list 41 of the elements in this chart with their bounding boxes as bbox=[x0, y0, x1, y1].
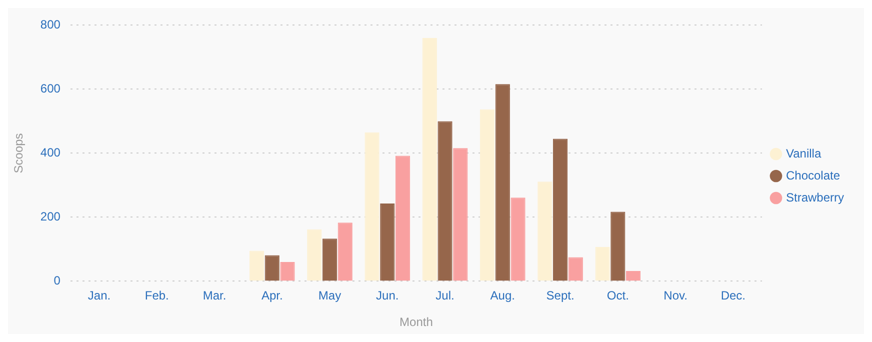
bar bbox=[610, 212, 626, 281]
x-tick-label: Jan. bbox=[88, 288, 111, 303]
x-tick-label: Jun. bbox=[376, 288, 399, 303]
y-axis-title: Scoops bbox=[12, 133, 26, 174]
bar bbox=[595, 246, 610, 281]
bar bbox=[495, 84, 510, 281]
x-tick-label: Mar. bbox=[202, 288, 226, 303]
x-tick-label: May bbox=[318, 288, 342, 303]
bar bbox=[364, 132, 380, 281]
bar bbox=[307, 229, 322, 281]
bar bbox=[422, 38, 437, 281]
bar bbox=[438, 121, 452, 281]
x-tick-label: Jul. bbox=[436, 288, 454, 303]
y-tick-label: 200 bbox=[40, 210, 61, 224]
x-tick-label: Aug. bbox=[490, 288, 515, 303]
y-tick-label: 400 bbox=[40, 146, 61, 160]
y-tick-label: 800 bbox=[40, 18, 61, 32]
x-tick-label: Dec. bbox=[720, 288, 746, 303]
x-tick-label: Sept. bbox=[546, 288, 574, 303]
bar bbox=[322, 238, 338, 281]
bar bbox=[338, 222, 352, 281]
bar bbox=[264, 255, 280, 281]
legend-label: Strawberry bbox=[786, 190, 844, 204]
legend-label: Vanilla bbox=[786, 146, 822, 160]
bar bbox=[510, 198, 526, 281]
x-tick-label: Oct. bbox=[606, 288, 629, 303]
legend-label: Chocolate bbox=[786, 168, 840, 182]
x-axis-title: Month bbox=[400, 315, 433, 330]
bar bbox=[453, 148, 468, 281]
x-tick-label: Feb. bbox=[144, 288, 169, 303]
bar bbox=[249, 250, 264, 281]
bar bbox=[538, 182, 552, 281]
bar bbox=[552, 138, 568, 281]
bar bbox=[380, 203, 395, 281]
y-tick-label: 600 bbox=[40, 82, 61, 96]
x-tick-label: Nov. bbox=[664, 288, 688, 303]
bar bbox=[568, 257, 583, 281]
y-tick-label: 0 bbox=[54, 274, 61, 288]
x-tick-label: Apr. bbox=[261, 288, 283, 303]
bar bbox=[395, 156, 410, 281]
bar bbox=[480, 109, 495, 281]
